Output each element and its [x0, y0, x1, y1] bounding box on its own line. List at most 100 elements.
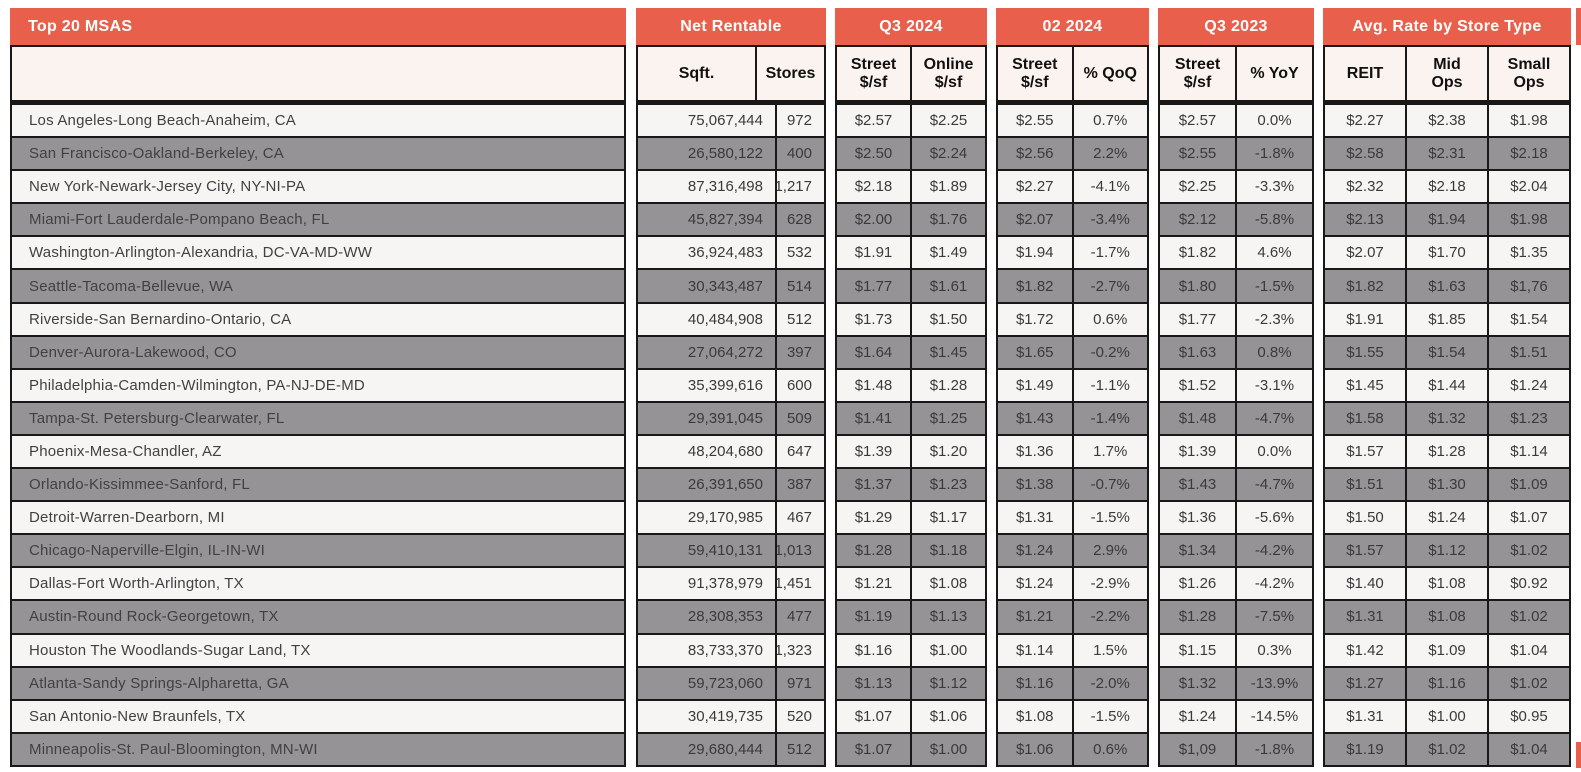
- column-header-stores: Stores: [765, 64, 816, 82]
- cropped-orange-edge-bottom: [1576, 742, 1581, 768]
- table-cell-reit: $2.13: [1325, 204, 1407, 236]
- table-cell-small: $1.54: [1510, 310, 1548, 328]
- table-row: $1.43 -4.7%: [1160, 467, 1312, 501]
- table-row: $1.77 -2.3%: [1160, 301, 1312, 335]
- table-cell-yoy: 0.3%: [1257, 641, 1292, 659]
- table-cell-name: Minneapolis-St. Paul-Bloomington, MN-WI: [29, 740, 318, 758]
- table-row: Los Angeles-Long Beach-Anaheim, CA: [12, 103, 624, 137]
- table-cell-mid: $1.00: [1407, 700, 1489, 732]
- table-row: $1.63 0.8%: [1160, 334, 1312, 368]
- table-cell-q3_24_street: $1.07: [837, 733, 912, 765]
- table-row: $1.34 -4.2%: [1160, 533, 1312, 567]
- table-cell-q3_24_online: $1.76: [929, 211, 968, 229]
- table-cell-reit: $1.45: [1325, 369, 1407, 401]
- table-row: Denver-Aurora-Lakewood, CO: [12, 334, 624, 368]
- table-cell-mid: $1.30: [1407, 469, 1489, 501]
- table-cell-q3_24_online: $1.00: [929, 641, 968, 659]
- table-cell-reit: $2.27: [1325, 105, 1407, 137]
- table-cell-q3_23_street: $1,09: [1160, 733, 1237, 765]
- table-row: $1.36 1.7%: [998, 433, 1147, 468]
- table-cell-sqft: 59,723,060: [638, 667, 777, 699]
- table-cell-q3_23_street: $1.77: [1160, 303, 1237, 335]
- table-cell-small: $1.24: [1510, 376, 1548, 394]
- column-header-street-sf: Street $/sf: [1160, 47, 1237, 100]
- column-header-pct-qoq: % QoQ: [1083, 64, 1137, 82]
- table-cell-q3_24_online: $1.45: [929, 343, 968, 361]
- net-rentable-rows: 75,067,444 972 26,580,122 400 87,316,498 1,21…: [638, 103, 824, 765]
- avg-rate-rows: $2.27 $2.38 $1.98 $2.58 $2.31 $2.18 $2.32 $2.18…: [1325, 103, 1569, 765]
- table-cell-name: Denver-Aurora-Lakewood, CO: [29, 343, 237, 361]
- table-cell-q3_23_street: $1.36: [1160, 502, 1237, 534]
- table-row: Orlando-Kissimmee-Sanford, FL: [12, 467, 624, 501]
- table-cell-q3_23_street: $2.55: [1160, 138, 1237, 170]
- table-row: $1.38 -0.7%: [998, 467, 1147, 501]
- table-cell-mid: $1.12: [1407, 535, 1489, 567]
- table-cell-small: $1.02: [1510, 674, 1548, 692]
- table-cell-q3_23_street: $1.28: [1160, 601, 1237, 633]
- table-cell-sqft: 27,064,272: [638, 336, 777, 368]
- column-gutter: [826, 8, 835, 767]
- table-cell-reit: $1.19: [1325, 733, 1407, 765]
- table-row: $1.06 0.6%: [998, 731, 1147, 765]
- table-row: $1.39 $1.20: [837, 433, 985, 468]
- table-row: Houston The Woodlands-Sugar Land, TX: [12, 632, 624, 666]
- table-row: $1.57 $1.28 $1.14: [1325, 433, 1569, 468]
- table-cell-q2_24_street: $1.94: [998, 237, 1074, 269]
- table-cell-stores: 397: [786, 343, 812, 361]
- table-cell-sqft: 26,391,650: [638, 469, 777, 501]
- table-row: $1.55 $1.54 $1.51: [1325, 334, 1569, 368]
- table-row: Atlanta-Sandy Springs-Alpharetta, GA: [12, 665, 624, 699]
- table-cell-stores: 1,217: [777, 178, 812, 196]
- table-row: $1.31 $1.00 $0.95: [1325, 698, 1569, 732]
- table-cell-stores: 972: [786, 112, 812, 130]
- table-cell-q3_24_online: $1.49: [929, 244, 968, 262]
- table-cell-stores: 600: [786, 376, 812, 394]
- group-header-avg-rate: Avg. Rate by Store Type: [1323, 8, 1571, 45]
- table-row: 35,399,616 600: [638, 367, 824, 401]
- table-cell-mid: $1.44: [1407, 369, 1489, 401]
- table-cell-q3_24_online: $1.12: [929, 674, 968, 692]
- table-row: $1,09 -1.8%: [1160, 731, 1312, 765]
- table-cell-stores: 400: [786, 145, 812, 163]
- table-cell-q2_24_street: $1.06: [998, 733, 1074, 765]
- table-row: 29,680,444 512: [638, 731, 824, 765]
- table-cell-reit: $1.58: [1325, 402, 1407, 434]
- column-header-mid-ops: Mid Ops: [1407, 47, 1489, 100]
- table-cell-small: $1.98: [1510, 211, 1548, 229]
- table-row: $1.14 1.5%: [998, 632, 1147, 666]
- table-cell-name: Philadelphia-Camden-Wilmington, PA-NJ-DE…: [29, 376, 365, 394]
- table-cell-sqft: 48,204,680: [638, 435, 777, 468]
- table-cell-reit: $2.07: [1325, 237, 1407, 269]
- table-cell-name: San Antonio-New Braunfels, TX: [29, 707, 246, 725]
- table-row: $1.48 $1.28: [837, 367, 985, 401]
- table-cell-q2_24_street: $2.07: [998, 204, 1074, 236]
- table-row: $1.91 $1.85 $1.54: [1325, 301, 1569, 335]
- table-cell-q3_24_street: $1.41: [837, 402, 912, 434]
- table-cell-qoq: -2.7%: [1090, 277, 1130, 295]
- table-cell-q3_24_online: $1.06: [929, 707, 968, 725]
- table-row: $1.31 $1.08 $1.02: [1325, 599, 1569, 633]
- msa-name-rows: Los Angeles-Long Beach-Anaheim, CA San Fr…: [12, 103, 624, 765]
- q3-2024-rows: $2.57 $2.25 $2.50 $2.24 $2.18 $1.89 $2.00 $1.76…: [837, 103, 985, 765]
- table-cell-mid: $1.32: [1407, 402, 1489, 434]
- table-cell-mid: $1.94: [1407, 204, 1489, 236]
- table-row: 59,410,131 1,013: [638, 533, 824, 567]
- table-row: $1.29 $1.17: [837, 500, 985, 534]
- table-row: $2.50 $2.24: [837, 136, 985, 170]
- table-row: $1.49 -1.1%: [998, 367, 1147, 401]
- table-cell-qoq: 1.5%: [1093, 641, 1128, 659]
- table-cell-q3_24_street: $1.13: [837, 667, 912, 699]
- table-cell-name: Miami-Fort Lauderdale-Pompano Beach, FL: [29, 211, 330, 229]
- table-cell-q2_24_street: $1.72: [998, 303, 1074, 335]
- table-row: 26,391,650 387: [638, 467, 824, 501]
- table-cell-q2_24_street: $1.43: [998, 402, 1074, 434]
- table-row: $1.32 -13.9%: [1160, 665, 1312, 699]
- table-cell-reit: $1.82: [1325, 270, 1407, 302]
- table-cell-stores: 514: [786, 277, 812, 295]
- table-row: San Francisco-Oakland-Berkeley, CA: [12, 136, 624, 170]
- table-cell-qoq: -0.2%: [1090, 343, 1130, 361]
- table-cell-sqft: 35,399,616: [638, 369, 777, 401]
- section-q3-2023: Q3 2023 Street $/sf % YoY $2.57 0.0% $2.55…: [1158, 8, 1314, 767]
- table-cell-q2_24_street: $1.14: [998, 634, 1074, 666]
- table-cell-q3_23_street: $2.57: [1160, 105, 1237, 137]
